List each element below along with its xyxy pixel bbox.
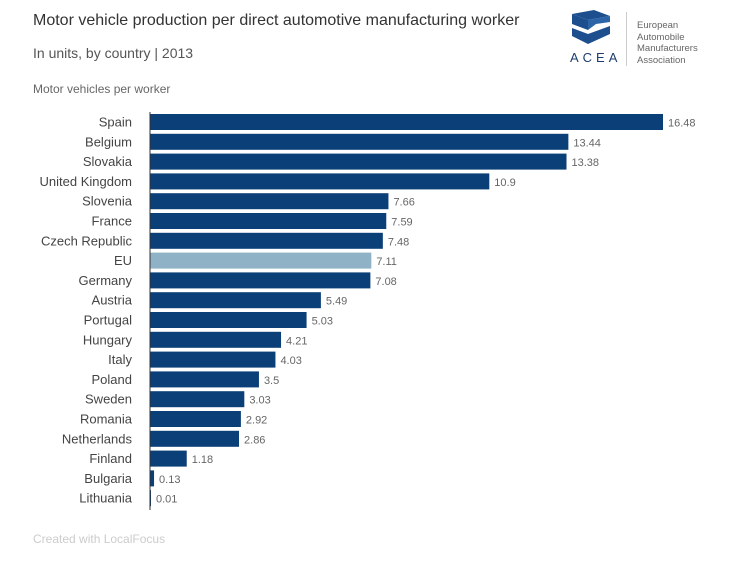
axis-label: Motor vehicles per worker (33, 82, 171, 96)
value-label: 5.03 (312, 316, 333, 328)
value-label: 0.01 (156, 494, 177, 506)
value-label: 7.66 (393, 197, 414, 209)
value-label: 4.03 (280, 355, 301, 367)
bar-italy (150, 351, 276, 368)
bar-france (150, 213, 387, 229)
bar-belgium (150, 133, 569, 150)
category-label: Spain (99, 115, 132, 130)
value-label: 7.48 (388, 236, 409, 248)
category-label: Slovakia (83, 154, 133, 169)
acea-cube-icon (572, 10, 610, 44)
chart-title: Motor vehicle production per direct auto… (33, 12, 520, 29)
acea-logo: ACEA European Automobile Manufacturers A… (568, 10, 718, 70)
value-label: 7.59 (391, 217, 412, 229)
bar-slovenia (150, 193, 389, 210)
category-label: Netherlands (62, 431, 133, 446)
category-label: Slovenia (82, 194, 133, 209)
bar-austria (150, 292, 321, 309)
bar-netherlands (150, 430, 240, 447)
category-label: EU (114, 253, 132, 268)
logo-acronym: ACEA (570, 50, 622, 65)
bar-bulgaria (150, 470, 155, 487)
logo-name: European Automobile Manufacturers Associ… (637, 20, 698, 66)
value-label: 10.9 (494, 177, 515, 189)
bar-portugal (150, 312, 307, 328)
value-label: 13.44 (573, 137, 601, 149)
category-label: Sweden (85, 392, 132, 407)
category-label: Poland (92, 372, 132, 387)
value-label: 2.92 (246, 415, 267, 427)
bar-eu (150, 252, 372, 269)
bar-romania (150, 411, 241, 427)
bar-spain (150, 114, 663, 130)
category-label: Hungary (83, 332, 133, 347)
bar-finland (150, 450, 187, 467)
category-label: Portugal (84, 313, 133, 328)
category-label: United Kingdom (40, 174, 133, 189)
value-label: 13.38 (572, 157, 600, 169)
category-label: Finland (89, 451, 132, 466)
bar-slovakia (150, 153, 567, 170)
value-label: 7.11 (376, 256, 397, 268)
logo-divider (626, 12, 627, 66)
bar-czech-republic (150, 232, 383, 249)
value-label: 5.49 (326, 296, 347, 308)
bar-poland (150, 371, 259, 388)
category-label: Bulgaria (84, 471, 132, 486)
value-label: 2.86 (244, 434, 265, 446)
category-label: Germany (79, 273, 133, 288)
bar-hungary (150, 331, 282, 348)
footer-credit[interactable]: Created with LocalFocus (33, 532, 166, 546)
category-label: Italy (108, 352, 132, 367)
value-label: 3.5 (264, 375, 279, 387)
value-label: 7.08 (375, 276, 396, 288)
value-label: 4.21 (286, 335, 307, 347)
category-label: Belgium (85, 134, 132, 149)
bar-germany (150, 272, 371, 289)
category-label: Romania (80, 412, 133, 427)
category-label: Austria (92, 293, 133, 308)
bar-sweden (150, 391, 245, 408)
category-label: Czech Republic (41, 233, 133, 248)
value-label: 1.18 (192, 454, 213, 466)
chart-subtitle: In units, by country | 2013 (33, 45, 194, 61)
value-label: 3.03 (249, 395, 270, 407)
value-label: 16.48 (668, 118, 696, 130)
category-label: France (92, 214, 132, 229)
category-label: Lithuania (79, 491, 133, 506)
value-label: 0.13 (159, 474, 180, 486)
bar-united-kingdom (150, 173, 490, 190)
